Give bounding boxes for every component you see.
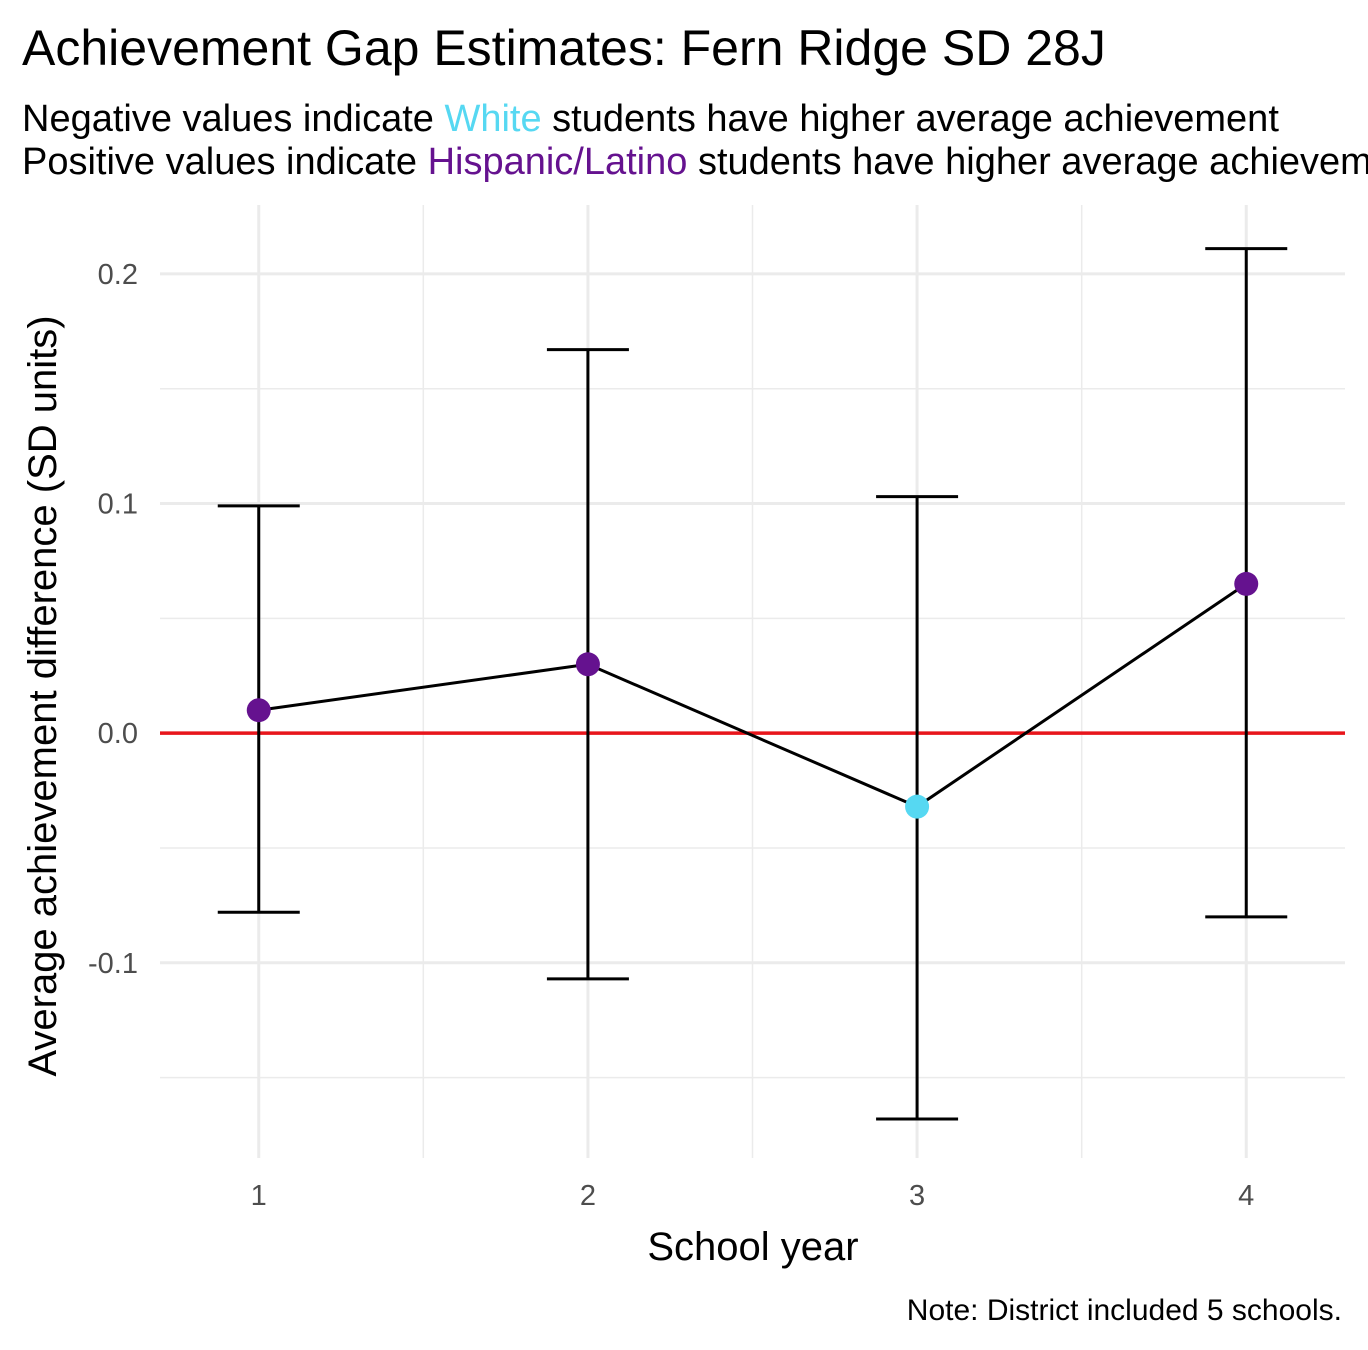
data-point <box>905 794 930 819</box>
y-tick-label: -0.1 <box>88 948 138 980</box>
grid <box>160 205 1345 1158</box>
x-axis-title: School year <box>647 1225 858 1269</box>
y-tick-label: 0.2 <box>98 259 138 291</box>
data-points <box>246 571 1259 819</box>
subtitle-white-group: White <box>444 98 541 140</box>
chart-title: Achievement Gap Estimates: Fern Ridge SD… <box>22 20 1106 76</box>
x-tick-label: 3 <box>909 1180 925 1212</box>
x-tick-label: 2 <box>580 1180 596 1212</box>
data-point <box>1234 571 1259 596</box>
data-point <box>246 698 271 723</box>
x-axis-ticks: 1 2 3 4 <box>251 1180 1255 1212</box>
subtitle-line-2: Positive values indicate Hispanic/Latino… <box>22 141 1368 183</box>
subtitle-line-1: Negative values indicate White students … <box>22 98 1279 140</box>
y-axis-ticks: -0.1 0.0 0.1 0.2 <box>88 259 138 980</box>
x-tick-label: 4 <box>1238 1180 1254 1212</box>
y-tick-label: 0.0 <box>98 718 138 750</box>
subtitle-hispanic-group: Hispanic/Latino <box>428 141 688 183</box>
series-line <box>258 582 1248 809</box>
caption: Note: District included 5 schools. <box>907 1294 1342 1327</box>
data-point <box>575 652 600 677</box>
x-tick-label: 1 <box>251 1180 267 1212</box>
y-tick-label: 0.1 <box>98 489 138 521</box>
y-axis-title: Average achievement difference (SD units… <box>21 315 65 1076</box>
